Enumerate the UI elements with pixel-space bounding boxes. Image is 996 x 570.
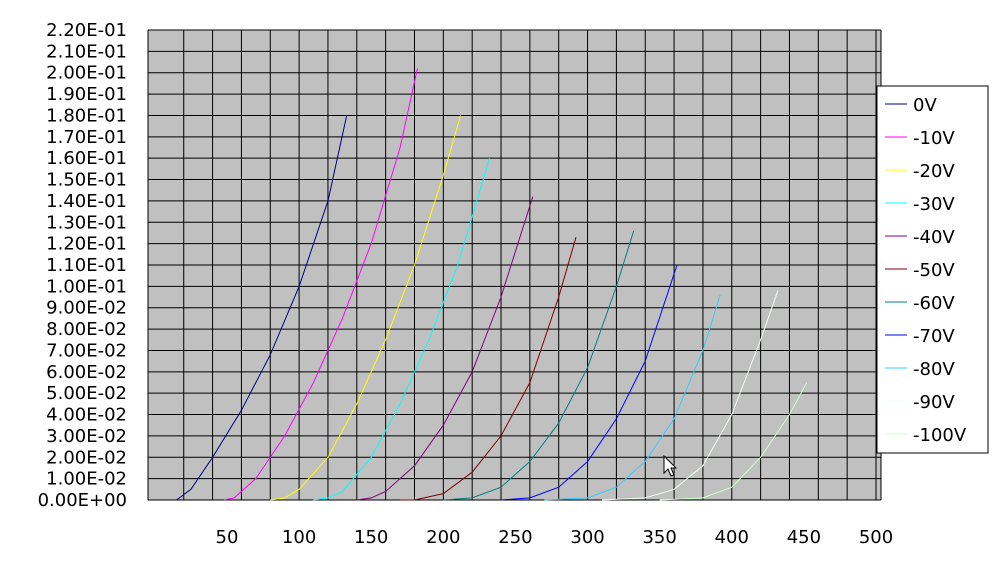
y-tick-label: 1.00E-02 bbox=[46, 469, 127, 490]
y-tick-label: 2.00E-01 bbox=[46, 63, 127, 84]
legend-label: -40V bbox=[913, 227, 955, 248]
x-tick-label: 100 bbox=[282, 527, 316, 548]
legend-label: -60V bbox=[913, 293, 955, 314]
x-axis-tick-labels: 50 100 150 200 250 300 350 400 450 500 bbox=[216, 527, 894, 548]
grid-lines bbox=[147, 29, 882, 501]
x-tick-label: 300 bbox=[570, 527, 604, 548]
y-tick-label: 6.00E-02 bbox=[46, 362, 127, 383]
y-tick-label: 5.00E-02 bbox=[46, 383, 127, 404]
legend-label: -70V bbox=[913, 326, 955, 347]
y-tick-label: 1.70E-01 bbox=[46, 127, 127, 148]
series-line-0 bbox=[176, 115, 348, 501]
series-line-1 bbox=[223, 68, 418, 501]
y-tick-label: 1.30E-01 bbox=[46, 212, 127, 233]
mouse-cursor-icon bbox=[663, 455, 678, 477]
x-tick-label: 450 bbox=[787, 527, 821, 548]
y-tick-label: 2.20E-01 bbox=[46, 20, 127, 41]
x-tick-label: 50 bbox=[216, 527, 239, 548]
legend-label: -10V bbox=[913, 128, 955, 149]
legend-label: 0V bbox=[913, 95, 937, 116]
y-tick-label: 1.50E-01 bbox=[46, 170, 127, 191]
series-line-6 bbox=[443, 230, 635, 501]
series-line-5 bbox=[400, 237, 577, 501]
series-lines bbox=[176, 68, 808, 501]
y-tick-label: 4.00E-02 bbox=[46, 405, 127, 426]
y-tick-label: 0.00E+00 bbox=[38, 490, 127, 511]
series-line-9 bbox=[601, 290, 779, 501]
legend: 0V -10V -20V -30V -40V -50V -60V -70V -80V -90V -1… bbox=[876, 85, 989, 454]
x-tick-label: 250 bbox=[498, 527, 532, 548]
x-tick-label: 500 bbox=[859, 527, 893, 548]
series-line-3 bbox=[313, 158, 490, 501]
y-tick-label: 1.90E-01 bbox=[46, 84, 127, 105]
y-tick-label: 7.00E-02 bbox=[46, 340, 127, 361]
y-tick-label: 1.20E-01 bbox=[46, 234, 127, 255]
y-tick-label: 3.00E-02 bbox=[46, 426, 127, 447]
y-tick-label: 1.60E-01 bbox=[46, 148, 127, 169]
y-tick-label: 8.00E-02 bbox=[46, 319, 127, 340]
legend-label: -30V bbox=[913, 194, 955, 215]
series-line-4 bbox=[356, 196, 534, 501]
legend-label: -50V bbox=[913, 260, 955, 281]
y-tick-label: 1.00E-01 bbox=[46, 276, 127, 297]
y-tick-label: 2.10E-01 bbox=[46, 41, 127, 62]
x-tick-label: 400 bbox=[715, 527, 749, 548]
x-tick-label: 200 bbox=[426, 527, 460, 548]
series-line-10 bbox=[659, 382, 808, 501]
series-line-2 bbox=[270, 115, 462, 501]
y-axis-tick-labels: 0.00E+001.00E-022.00E-023.00E-024.00E-02… bbox=[38, 20, 127, 511]
x-tick-label: 150 bbox=[354, 527, 388, 548]
legend-label: -100V bbox=[913, 425, 967, 446]
y-tick-label: 9.00E-02 bbox=[46, 298, 127, 319]
x-tick-label: 350 bbox=[642, 527, 676, 548]
y-tick-label: 1.40E-01 bbox=[46, 191, 127, 212]
series-line-8 bbox=[544, 294, 721, 501]
legend-label: -90V bbox=[913, 392, 955, 413]
y-tick-label: 1.80E-01 bbox=[46, 105, 127, 126]
y-tick-label: 2.00E-02 bbox=[46, 447, 127, 468]
y-tick-label: 1.10E-01 bbox=[46, 255, 127, 276]
legend-label: -20V bbox=[913, 161, 955, 182]
legend-label: -80V bbox=[913, 359, 955, 380]
series-line-7 bbox=[500, 264, 678, 501]
